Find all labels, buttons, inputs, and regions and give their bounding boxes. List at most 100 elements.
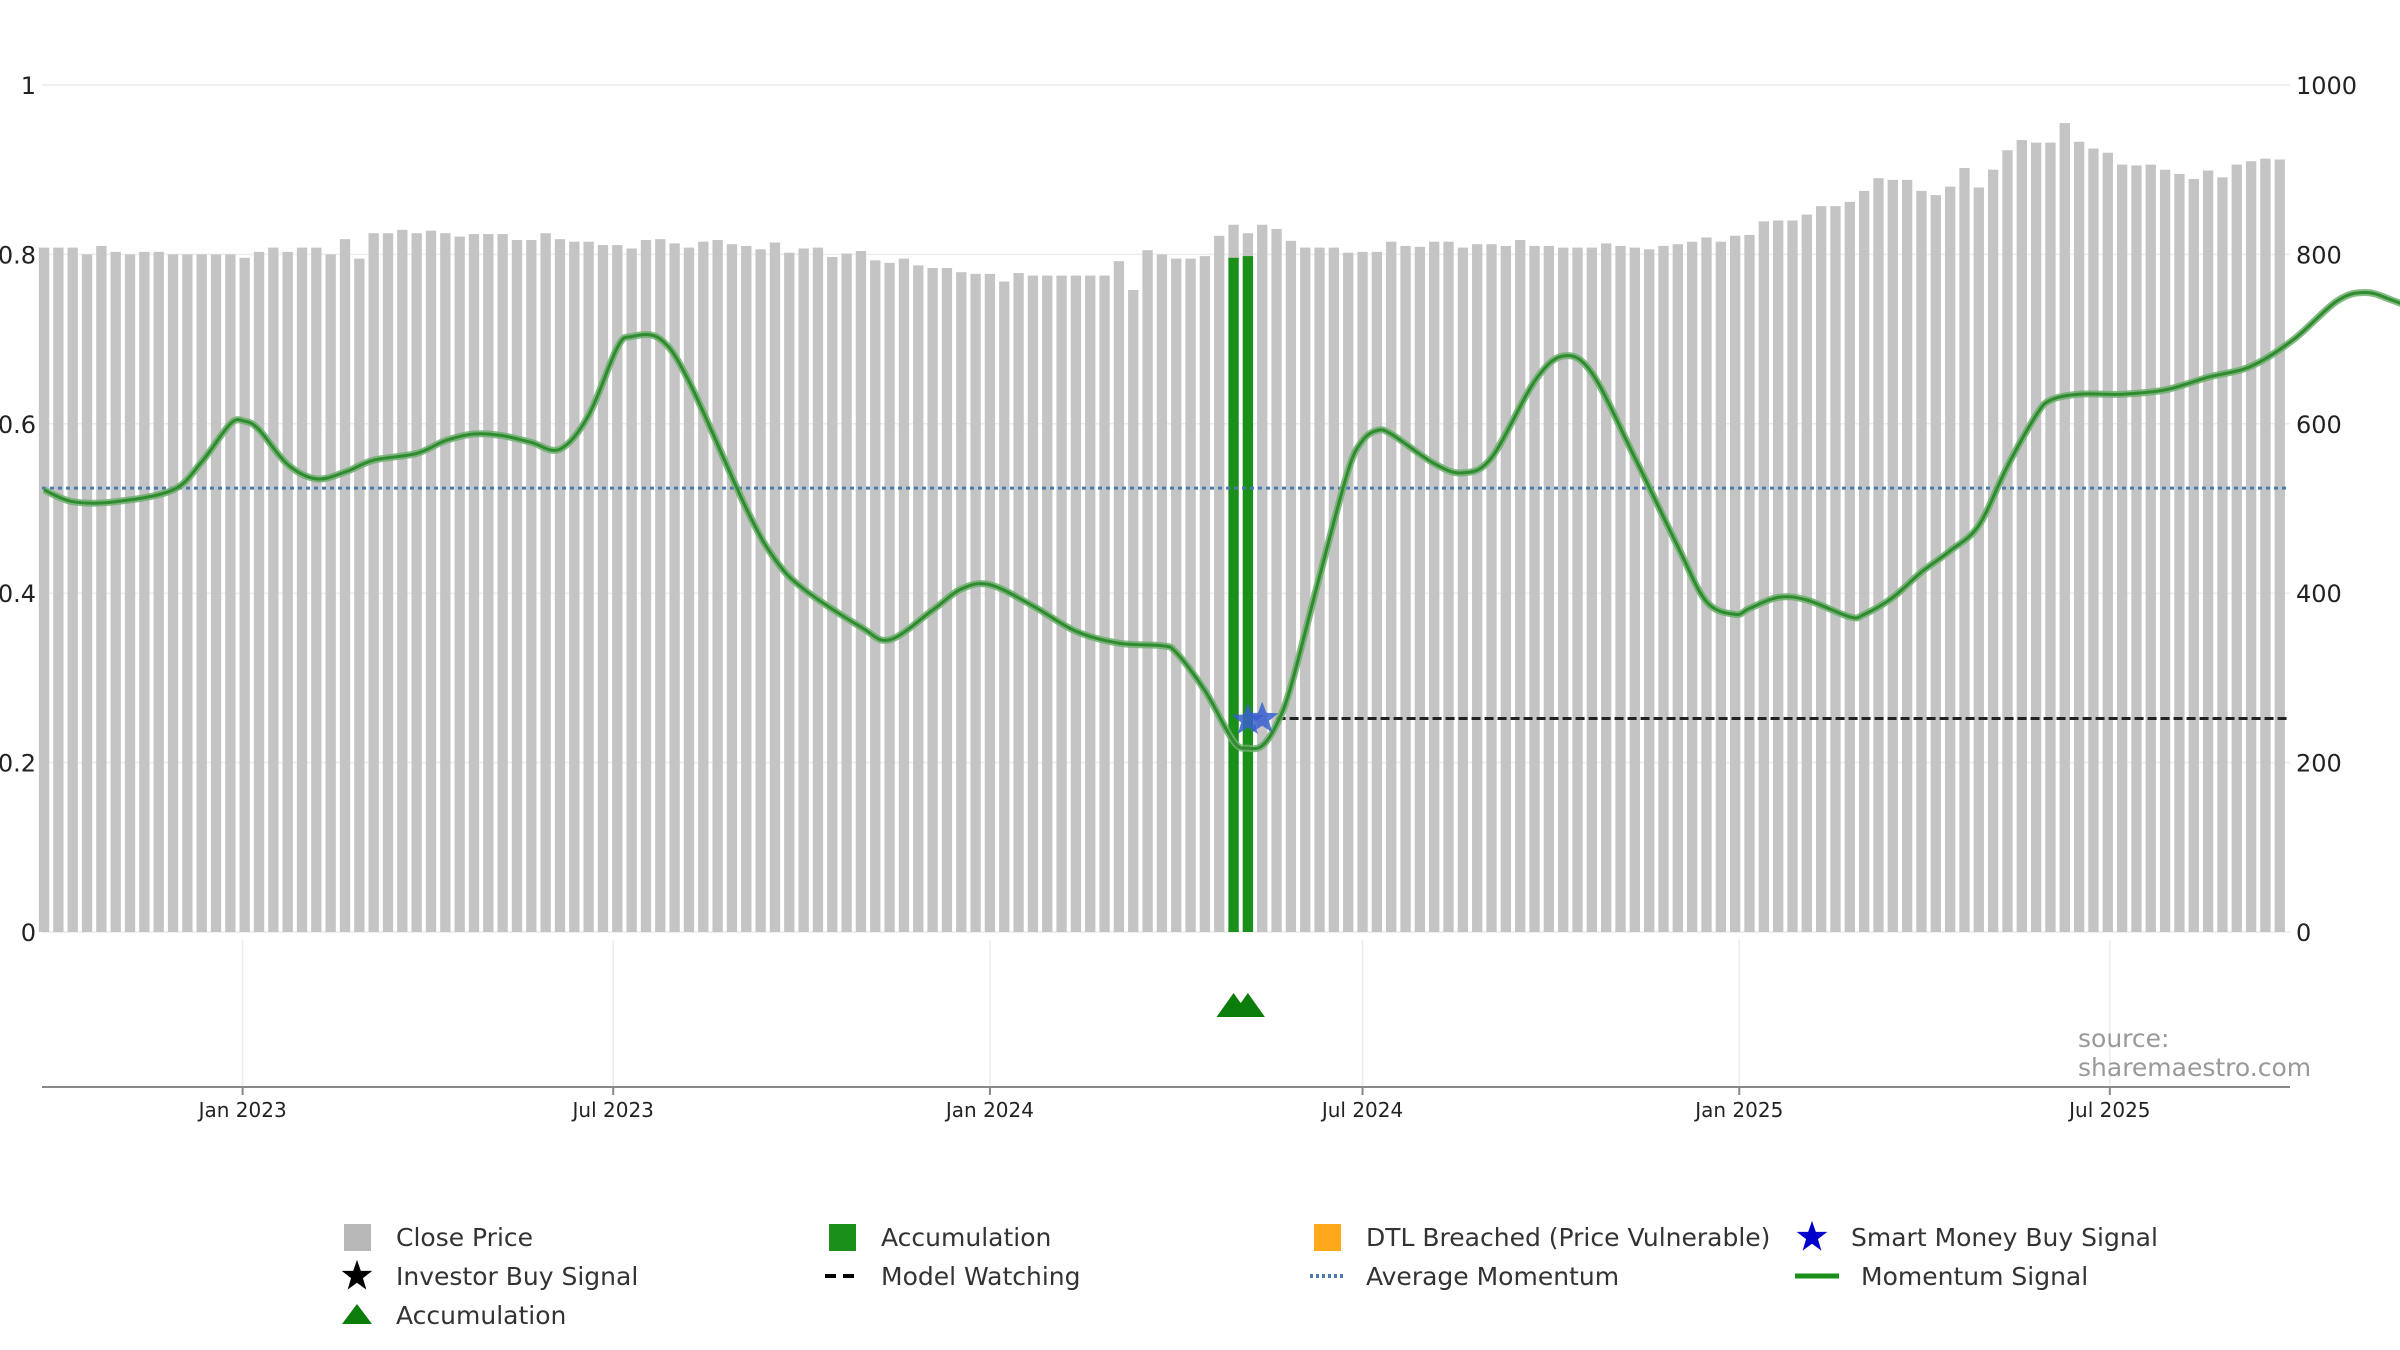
close-price-bar (2174, 173, 2185, 932)
y-right-tick-label: 200 (2296, 750, 2342, 778)
close-price-bar (2202, 170, 2214, 932)
close-price-bar (67, 247, 78, 932)
y-left-tick-label: 0.8 (0, 241, 36, 269)
y-left-tick-label: 0.2 (0, 750, 36, 778)
close-price-bar (2016, 140, 2027, 932)
close-price-bar (468, 234, 480, 932)
close-price-bar (253, 251, 265, 932)
close-price-bar (368, 233, 379, 933)
close-price-bar (898, 258, 910, 932)
close-price-bar (167, 254, 179, 932)
close-price-bar (2145, 164, 2156, 933)
close-price-bar (1901, 179, 1913, 932)
close-price-bar (53, 247, 64, 932)
close-price-bar (1171, 258, 1182, 932)
x-tick-label: Jul 2023 (571, 1098, 654, 1122)
close-price-bar (841, 253, 852, 933)
close-price-bar (2159, 169, 2171, 932)
close-price-bar (956, 272, 967, 932)
close-price-bar (927, 267, 938, 932)
source-watermark: source: sharemaestro.com (2078, 1024, 2312, 1082)
close-price-bar (1758, 221, 1769, 932)
close-price-bar (2260, 158, 2271, 933)
close-price-bar (1887, 179, 1898, 932)
smart-money-markers (1231, 701, 1279, 734)
close-price-bar (1429, 241, 1440, 932)
close-price-bar (339, 239, 351, 933)
close-price-bar (1156, 254, 1168, 932)
close-price-bar (1558, 247, 1569, 932)
close-price-bar (2045, 142, 2056, 932)
close-price-bar (1586, 247, 1598, 932)
close-price-bar (1672, 244, 1683, 933)
y-left-tick-label: 0 (21, 919, 36, 947)
close-price-bar (1085, 275, 1096, 932)
close-price-bar (1529, 245, 1540, 932)
close-price-bar (1744, 234, 1755, 932)
close-price-bar (1300, 247, 1311, 932)
close-price-bar (1944, 186, 1956, 932)
momentum-signal-line (43, 291, 2400, 751)
close-price-bar (1285, 240, 1297, 932)
close-price-bar (1472, 244, 1483, 933)
close-price-bar (755, 249, 766, 932)
close-price-bar (712, 240, 723, 933)
close-price-bar (2131, 165, 2142, 933)
close-price-bar (2102, 152, 2113, 932)
close-price-bar (1730, 235, 1741, 933)
close-price-bar (855, 251, 867, 933)
close-price-bar (698, 241, 709, 932)
close-price-bar (1916, 190, 1927, 932)
close-price-bar (884, 262, 895, 932)
accumulation-triangle (1230, 993, 1265, 1017)
close-price-bar (1457, 247, 1469, 932)
close-price-bar (1572, 247, 1583, 932)
close-price-bar (655, 239, 666, 933)
close-price-bar (1142, 250, 1153, 933)
close-price-bar (311, 247, 322, 932)
close-price-bar (2217, 177, 2228, 932)
y-right-tick-label: 800 (2296, 241, 2342, 269)
accumulation-bar (1242, 256, 1254, 932)
close-price-bar (1687, 241, 1698, 932)
close-price-bar (1987, 169, 1999, 932)
close-price-bar (1185, 258, 1196, 932)
close-price-bar (1056, 275, 1067, 932)
close-price-bar (483, 234, 494, 932)
close-price-bar (38, 247, 50, 932)
y-right-tick-label: 400 (2296, 580, 2342, 608)
close-price-bar (511, 240, 523, 933)
close-price-bar (1328, 247, 1340, 932)
y-left-tick-label: 0.4 (0, 580, 36, 608)
close-price-bar (1858, 190, 1870, 932)
close-price-bar (1701, 237, 1712, 932)
close-price-bar (1486, 244, 1497, 933)
close-price-bar (1615, 245, 1626, 932)
close-price-bar (1500, 245, 1512, 932)
close-price-bar (440, 233, 451, 933)
close-price-bar (1042, 275, 1053, 932)
y-right-tick-label: 600 (2296, 411, 2342, 439)
close-price-bar (554, 239, 566, 933)
close-price-bar (296, 247, 308, 932)
x-tick-label: Jul 2025 (2067, 1098, 2150, 1122)
accumulation-bar (1228, 257, 1239, 933)
close-price-bar (153, 251, 164, 932)
x-tick-label: Jul 2024 (1320, 1098, 1403, 1122)
close-price-bar (1214, 235, 1225, 933)
close-price-bar (2030, 142, 2042, 932)
close-price-bar (812, 247, 824, 932)
close-price-bar (1013, 273, 1024, 932)
close-price-bar (454, 236, 465, 932)
close-price-bar (870, 260, 881, 933)
close-price-bar (1644, 249, 1655, 932)
accumulation-bars (1228, 256, 1254, 933)
close-price-bar (1973, 187, 1984, 932)
close-price-bar (741, 245, 752, 932)
close-price-bar (1815, 206, 1827, 933)
close-price-bar (999, 281, 1010, 932)
close-price-bar (1801, 214, 1812, 932)
accumulation-triangles (1216, 993, 1265, 1017)
close-price-bar (325, 254, 336, 932)
close-price-bar (526, 240, 537, 933)
